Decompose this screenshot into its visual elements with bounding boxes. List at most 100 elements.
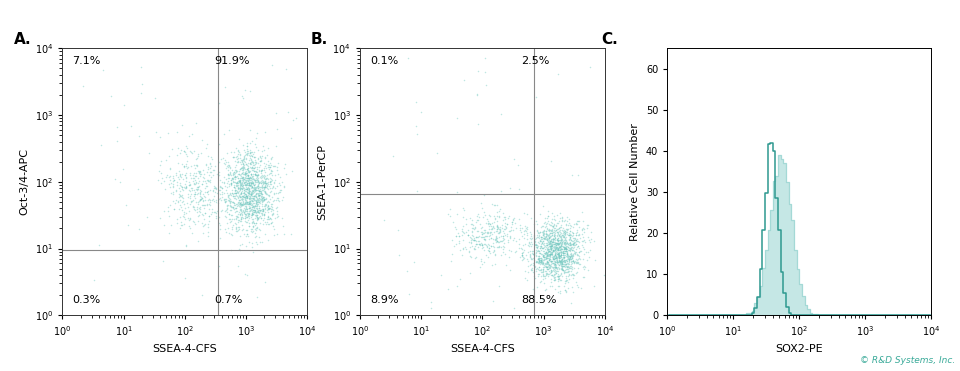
Point xyxy=(254,177,270,183)
Point xyxy=(556,233,571,239)
Point xyxy=(239,272,254,278)
Point xyxy=(455,237,470,243)
Point xyxy=(253,191,269,197)
Point xyxy=(563,232,578,238)
Point xyxy=(200,178,215,184)
Point xyxy=(544,232,560,238)
Point xyxy=(456,205,471,211)
Point xyxy=(228,201,244,207)
Point xyxy=(545,256,561,262)
Point xyxy=(258,176,274,182)
Point xyxy=(241,183,256,188)
Point xyxy=(211,187,227,193)
Point xyxy=(540,253,555,259)
Point xyxy=(222,170,237,175)
Point xyxy=(225,204,240,210)
Point xyxy=(243,150,258,156)
Point xyxy=(245,204,260,210)
Point xyxy=(564,289,580,295)
Point xyxy=(552,224,567,230)
Point xyxy=(517,240,533,246)
Point xyxy=(557,257,572,263)
Point xyxy=(208,200,224,206)
Point xyxy=(551,247,566,253)
Point xyxy=(189,186,204,192)
Point xyxy=(539,223,554,229)
Point xyxy=(579,222,594,228)
Point xyxy=(167,206,182,212)
Point xyxy=(255,217,271,223)
Point xyxy=(240,231,255,237)
Point xyxy=(533,236,548,242)
Point xyxy=(238,181,253,187)
Point xyxy=(501,213,516,219)
Point xyxy=(244,183,259,189)
Point xyxy=(563,256,578,262)
Point xyxy=(190,151,205,157)
Point xyxy=(581,234,596,240)
Point xyxy=(253,180,269,186)
Point xyxy=(183,163,199,169)
Point xyxy=(553,249,568,255)
Point xyxy=(542,244,558,250)
Point xyxy=(550,268,565,274)
Point xyxy=(221,163,236,169)
Point xyxy=(228,206,244,211)
Point xyxy=(218,198,233,204)
Point xyxy=(249,224,264,230)
Point xyxy=(276,184,292,190)
Point xyxy=(226,200,241,206)
Point xyxy=(238,161,253,167)
Point xyxy=(201,177,216,183)
Point xyxy=(533,229,548,235)
Point xyxy=(254,199,270,205)
Point xyxy=(228,190,244,196)
Point xyxy=(221,162,236,168)
Point xyxy=(538,273,553,279)
Point xyxy=(548,240,564,246)
Point xyxy=(227,190,242,196)
Point xyxy=(239,243,254,249)
Point xyxy=(265,163,280,169)
Point xyxy=(229,183,245,189)
Point xyxy=(466,235,481,241)
Point xyxy=(522,252,538,258)
Point xyxy=(201,233,216,239)
Point xyxy=(561,253,576,259)
Point xyxy=(544,268,560,274)
Point xyxy=(468,219,484,225)
Point xyxy=(207,209,223,215)
Point xyxy=(251,191,266,197)
Point xyxy=(492,243,507,249)
Point xyxy=(250,185,265,191)
Point xyxy=(263,170,278,175)
Point xyxy=(233,185,249,191)
Point xyxy=(483,229,498,235)
Point xyxy=(252,154,268,160)
Point xyxy=(222,162,237,168)
Text: 0.7%: 0.7% xyxy=(214,295,243,305)
Point xyxy=(516,247,532,253)
Point xyxy=(482,223,497,229)
Point xyxy=(233,175,249,181)
Point xyxy=(554,258,569,264)
Point xyxy=(550,261,565,267)
Point xyxy=(468,234,484,240)
Point xyxy=(232,186,248,191)
Point xyxy=(524,267,540,273)
Point xyxy=(564,258,580,264)
Point xyxy=(557,248,572,254)
Point xyxy=(559,240,574,246)
Point xyxy=(245,218,260,224)
Point xyxy=(247,209,262,215)
Point xyxy=(248,190,263,196)
Point xyxy=(563,241,578,247)
Point xyxy=(555,252,570,258)
Point xyxy=(259,175,275,181)
Point xyxy=(232,179,248,185)
Point xyxy=(204,167,220,173)
Point xyxy=(548,221,564,227)
Point xyxy=(481,249,496,255)
Point xyxy=(91,242,107,247)
Point xyxy=(541,261,557,267)
